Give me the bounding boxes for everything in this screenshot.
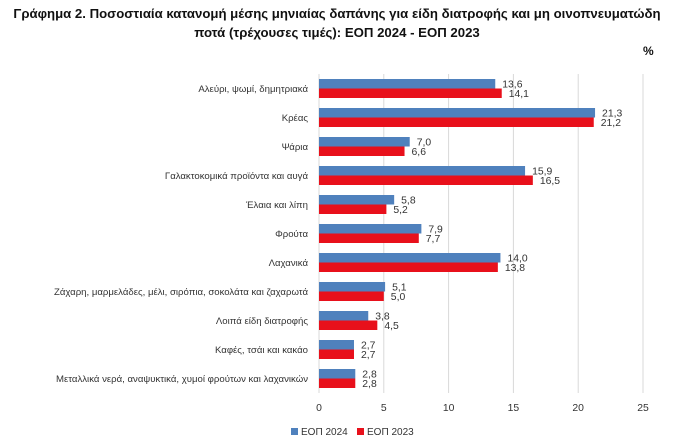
category-label: Ψάρια	[282, 142, 309, 153]
bar-2023	[319, 204, 387, 214]
x-tick-label: 25	[637, 403, 649, 414]
bar-2023	[319, 378, 356, 388]
value-label-2024: 21,3	[602, 109, 622, 120]
category-label: Γαλακτοκομικά προϊόντα και αυγά	[165, 171, 309, 182]
category-label: Μεταλλικά νερά, αναψυκτικά, χυμοί φρούτω…	[56, 374, 308, 385]
value-label-2023: 13,8	[505, 263, 525, 274]
x-tick-label: 10	[443, 403, 455, 414]
bar-2024	[319, 224, 422, 234]
category-label: Αλεύρι, ψωμί, δημητριακά	[198, 84, 308, 95]
value-label-2023: 14,1	[509, 89, 529, 100]
bar-2024	[319, 195, 395, 205]
value-label-2024: 13,6	[502, 80, 522, 91]
value-label-2023: 7,7	[426, 234, 441, 245]
bar-2023	[319, 291, 384, 301]
bar-2023	[319, 262, 498, 272]
value-label-2024: 15,9	[532, 167, 552, 178]
value-label-2023: 21,2	[601, 118, 621, 129]
legend: ΕΟΠ 2024 ΕΟΠ 2023	[291, 427, 414, 438]
value-label-2023: 4,5	[384, 321, 399, 332]
category-label: Ζάχαρη, μαρμελάδες, μέλι, σιρόπια, σοκολ…	[54, 287, 308, 298]
legend-swatch	[291, 428, 298, 435]
x-tick-label: 5	[381, 403, 387, 414]
x-tick-label: 0	[316, 403, 322, 414]
value-label-2024: 3,8	[375, 312, 390, 323]
chart-title-line-1: Γράφημα 2. Ποσοστιαία κατανομή μέσης μην…	[13, 6, 661, 21]
bar-2023	[319, 88, 502, 98]
chart-title-line-2: ποτά (τρέχουσες τιμές): ΕΟΠ 2024 - ΕΟΠ 2…	[194, 25, 480, 40]
bar-2024	[319, 137, 410, 147]
category-label: Έλαια και λίπη	[245, 200, 308, 211]
value-label-2024: 5,1	[392, 283, 407, 294]
value-label-2023: 16,5	[540, 176, 560, 187]
bar-2024	[319, 79, 496, 89]
bar-2023	[319, 117, 594, 127]
value-label-2024: 7,9	[428, 225, 443, 236]
x-tick-label: 20	[572, 403, 584, 414]
value-label-2023: 6,6	[412, 147, 427, 158]
value-label-2024: 2,7	[361, 341, 376, 352]
category-label: Λοιπά είδη διατροφής	[216, 316, 308, 327]
legend-label: ΕΟΠ 2023	[367, 427, 414, 438]
value-label-2024: 14,0	[507, 254, 527, 265]
bar-2024	[319, 166, 526, 176]
value-label-2024: 7,0	[417, 138, 432, 149]
bar-2024	[319, 311, 369, 321]
bar-layer	[319, 79, 596, 388]
category-label: Λαχανικά	[269, 258, 309, 269]
legend-swatch	[357, 428, 364, 435]
bar-2024	[319, 253, 501, 263]
bar-2023	[319, 175, 533, 185]
category-label: Κρέας	[282, 113, 309, 124]
bar-2024	[319, 108, 596, 118]
value-label-2024: 5,8	[401, 196, 416, 207]
value-label-2023: 2,8	[362, 379, 377, 390]
legend-label: ΕΟΠ 2024	[301, 427, 348, 438]
bar-2024	[319, 340, 354, 350]
value-label-2024: 2,8	[362, 370, 377, 381]
value-label-2023: 5,0	[391, 292, 406, 303]
value-label-2023: 2,7	[361, 350, 376, 361]
chart-title: Γράφημα 2. Ποσοστιαία κατανομή μέσης μην…	[0, 4, 674, 42]
bar-2023	[319, 349, 354, 359]
bar-2023	[319, 233, 419, 243]
category-label: Καφές, τσάι και κακάο	[215, 345, 308, 356]
bar-2024	[319, 282, 386, 292]
x-tick-label: 15	[508, 403, 520, 414]
category-label: Φρούτα	[275, 229, 308, 240]
value-label-2023: 5,2	[393, 205, 408, 216]
bar-2023	[319, 146, 405, 156]
bar-2024	[319, 369, 356, 379]
unit-label: %	[643, 44, 654, 58]
bar-2023	[319, 320, 378, 330]
